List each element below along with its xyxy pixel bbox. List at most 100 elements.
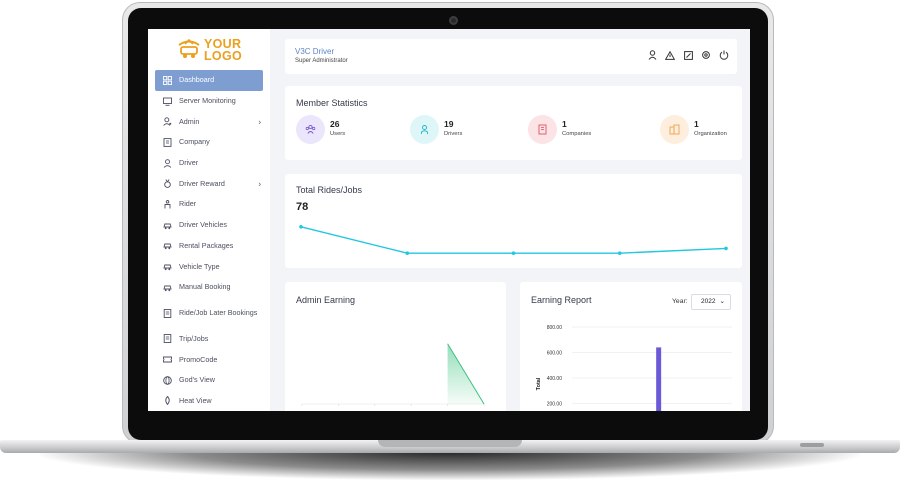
alert-icon[interactable]	[665, 50, 675, 60]
admin-user-icon	[163, 117, 172, 127]
rides-data-point[interactable]	[617, 251, 622, 255]
car-icon	[163, 241, 172, 250]
admin-earning-chart	[301, 343, 485, 406]
rides-data-point[interactable]	[405, 251, 410, 255]
stat-label: Companies	[562, 131, 592, 137]
earning-series-line	[447, 343, 485, 405]
sidebar-item-god-s-view[interactable]: God's View	[155, 370, 263, 391]
sidebar-item-label: Manual Booking	[179, 282, 231, 292]
earning-report-chart: 800.00 600.00 400.00 200.00 Total	[536, 325, 732, 411]
sidebar-item-label: PromoCode	[179, 354, 218, 364]
member-statistics-title: Member Statistics	[296, 98, 368, 108]
webcam	[449, 16, 458, 25]
sidebar-item-label: Vehicle Type	[179, 261, 220, 271]
logo[interactable]: YOUR LOGO	[176, 36, 246, 64]
sidebar-item-label: Driver	[179, 158, 199, 168]
stat-value: 19	[444, 119, 454, 129]
sidebar-item-server-monitoring[interactable]: Server Monitoring	[155, 91, 263, 112]
admin-earning-card: Admin Earning	[285, 282, 506, 411]
total-rides-title: Total Rides/Jobs	[296, 185, 363, 195]
profile-icon[interactable]	[647, 50, 657, 60]
report-y-tick-label: 200.00	[547, 402, 563, 408]
stat-label: Drivers	[444, 131, 463, 137]
sidebar-item-label: Company	[179, 137, 210, 147]
earning-report-title: Earning Report	[531, 295, 592, 305]
user-role: Super Administrator	[295, 58, 348, 64]
settings-icon[interactable]	[701, 50, 711, 60]
header-actions	[647, 50, 729, 60]
sidebar-item-driver-vehicles[interactable]: Driver Vehicles	[155, 215, 263, 236]
sidebar-item-label: Heat View	[179, 395, 212, 405]
organization-icon	[660, 115, 689, 144]
stat-value: 1	[562, 119, 567, 129]
edit-icon[interactable]	[683, 50, 693, 60]
report-bar[interactable]	[656, 347, 662, 411]
earning-report-card: 800.00 600.00 400.00 200.00 Total Earning Re…	[520, 282, 742, 411]
monitor-icon	[163, 97, 172, 106]
stat-label: Organization	[694, 131, 727, 137]
sidebar-item-label: Dashboard	[179, 75, 215, 85]
chevron-right-icon: ›	[258, 117, 261, 127]
stat-value: 26	[330, 119, 340, 129]
sidebar: YOUR LOGO Dashboard Server Monitoring Admi…	[148, 29, 270, 411]
sidebar-item-label: Rental Packages	[179, 240, 234, 250]
car-icon	[163, 221, 172, 230]
sidebar-item-manual-booking[interactable]: Manual Booking	[155, 277, 263, 298]
dashboard-icon	[163, 75, 172, 85]
sidebar-item-label: Trip/Jobs	[179, 333, 209, 343]
driver-icon	[163, 158, 172, 168]
sidebar-item-heat-view[interactable]: Heat View	[155, 391, 263, 411]
report-y-tick-label: 600.00	[547, 351, 563, 357]
sidebar-item-rental-packages[interactable]: Rental Packages	[155, 236, 263, 257]
year-select[interactable]: 2022 ⌄	[691, 294, 731, 310]
sidebar-item-label: Ride/Job Later Bookings	[179, 308, 258, 318]
member-statistics-card: Member Statistics 26 Users 19 Drivers 1 Compa…	[285, 86, 742, 160]
rides-data-point[interactable]	[511, 251, 516, 255]
car-icon	[163, 283, 172, 292]
sidebar-item-vehicle-type[interactable]: Vehicle Type	[155, 256, 263, 277]
sidebar-item-rider[interactable]: Rider	[155, 194, 263, 215]
sidebar-item-label: Driver Reward	[179, 178, 225, 188]
total-rides-card: Total Rides/Jobs 78	[285, 174, 742, 268]
heat-icon	[163, 396, 172, 406]
document-icon	[163, 334, 172, 344]
sidebar-item-label: God's View	[179, 375, 215, 385]
sidebar-item-driver-reward[interactable]: Driver Reward ›	[155, 173, 263, 194]
rides-series-line	[300, 226, 727, 254]
app-title[interactable]: V3C Driver	[295, 47, 335, 56]
sidebar-item-label: Server Monitoring	[179, 96, 236, 106]
document-icon	[163, 308, 172, 318]
rider-icon	[163, 200, 172, 209]
sidebar-item-driver[interactable]: Driver	[155, 153, 263, 174]
sidebar-item-trip-jobs[interactable]: Trip/Jobs	[155, 329, 263, 350]
sidebar-item-ride-job-later-bookings[interactable]: Ride/Job Later Bookings	[155, 298, 263, 329]
sidebar-item-admin[interactable]: Admin ›	[155, 111, 263, 132]
logo-mark-icon	[178, 38, 200, 58]
building-icon	[163, 138, 172, 147]
year-select-value: 2022	[701, 298, 716, 305]
sidebar-item-promocode[interactable]: PromoCode	[155, 349, 263, 370]
sidebar-item-label: Rider	[179, 199, 197, 209]
stat-value: 1	[694, 119, 699, 129]
laptop-shadow	[40, 452, 860, 480]
dashboard-screen: YOUR LOGO Dashboard Server Monitoring Admi…	[148, 29, 750, 411]
report-y-tick-label: 800.00	[547, 325, 563, 331]
sidebar-item-dashboard[interactable]: Dashboard	[155, 70, 263, 91]
admin-earning-title: Admin Earning	[296, 295, 356, 305]
laptop-indicator	[800, 443, 824, 447]
power-icon[interactable]	[719, 50, 729, 60]
year-label: Year:	[672, 298, 688, 305]
sidebar-item-label: Driver Vehicles	[179, 220, 227, 230]
rides-data-point[interactable]	[724, 246, 728, 251]
rides-data-point[interactable]	[299, 225, 303, 229]
total-rides-value: 78	[296, 201, 309, 213]
sidebar-item-company[interactable]: Company	[155, 132, 263, 153]
logo-text: YOUR LOGO	[204, 37, 243, 63]
sidebar-item-label: Admin	[179, 116, 200, 126]
company-icon	[528, 115, 557, 144]
laptop-notch	[378, 440, 522, 447]
report-y-tick-label: 400.00	[547, 376, 563, 382]
chevron-down-icon: ⌄	[719, 298, 725, 305]
users-icon	[296, 115, 325, 144]
